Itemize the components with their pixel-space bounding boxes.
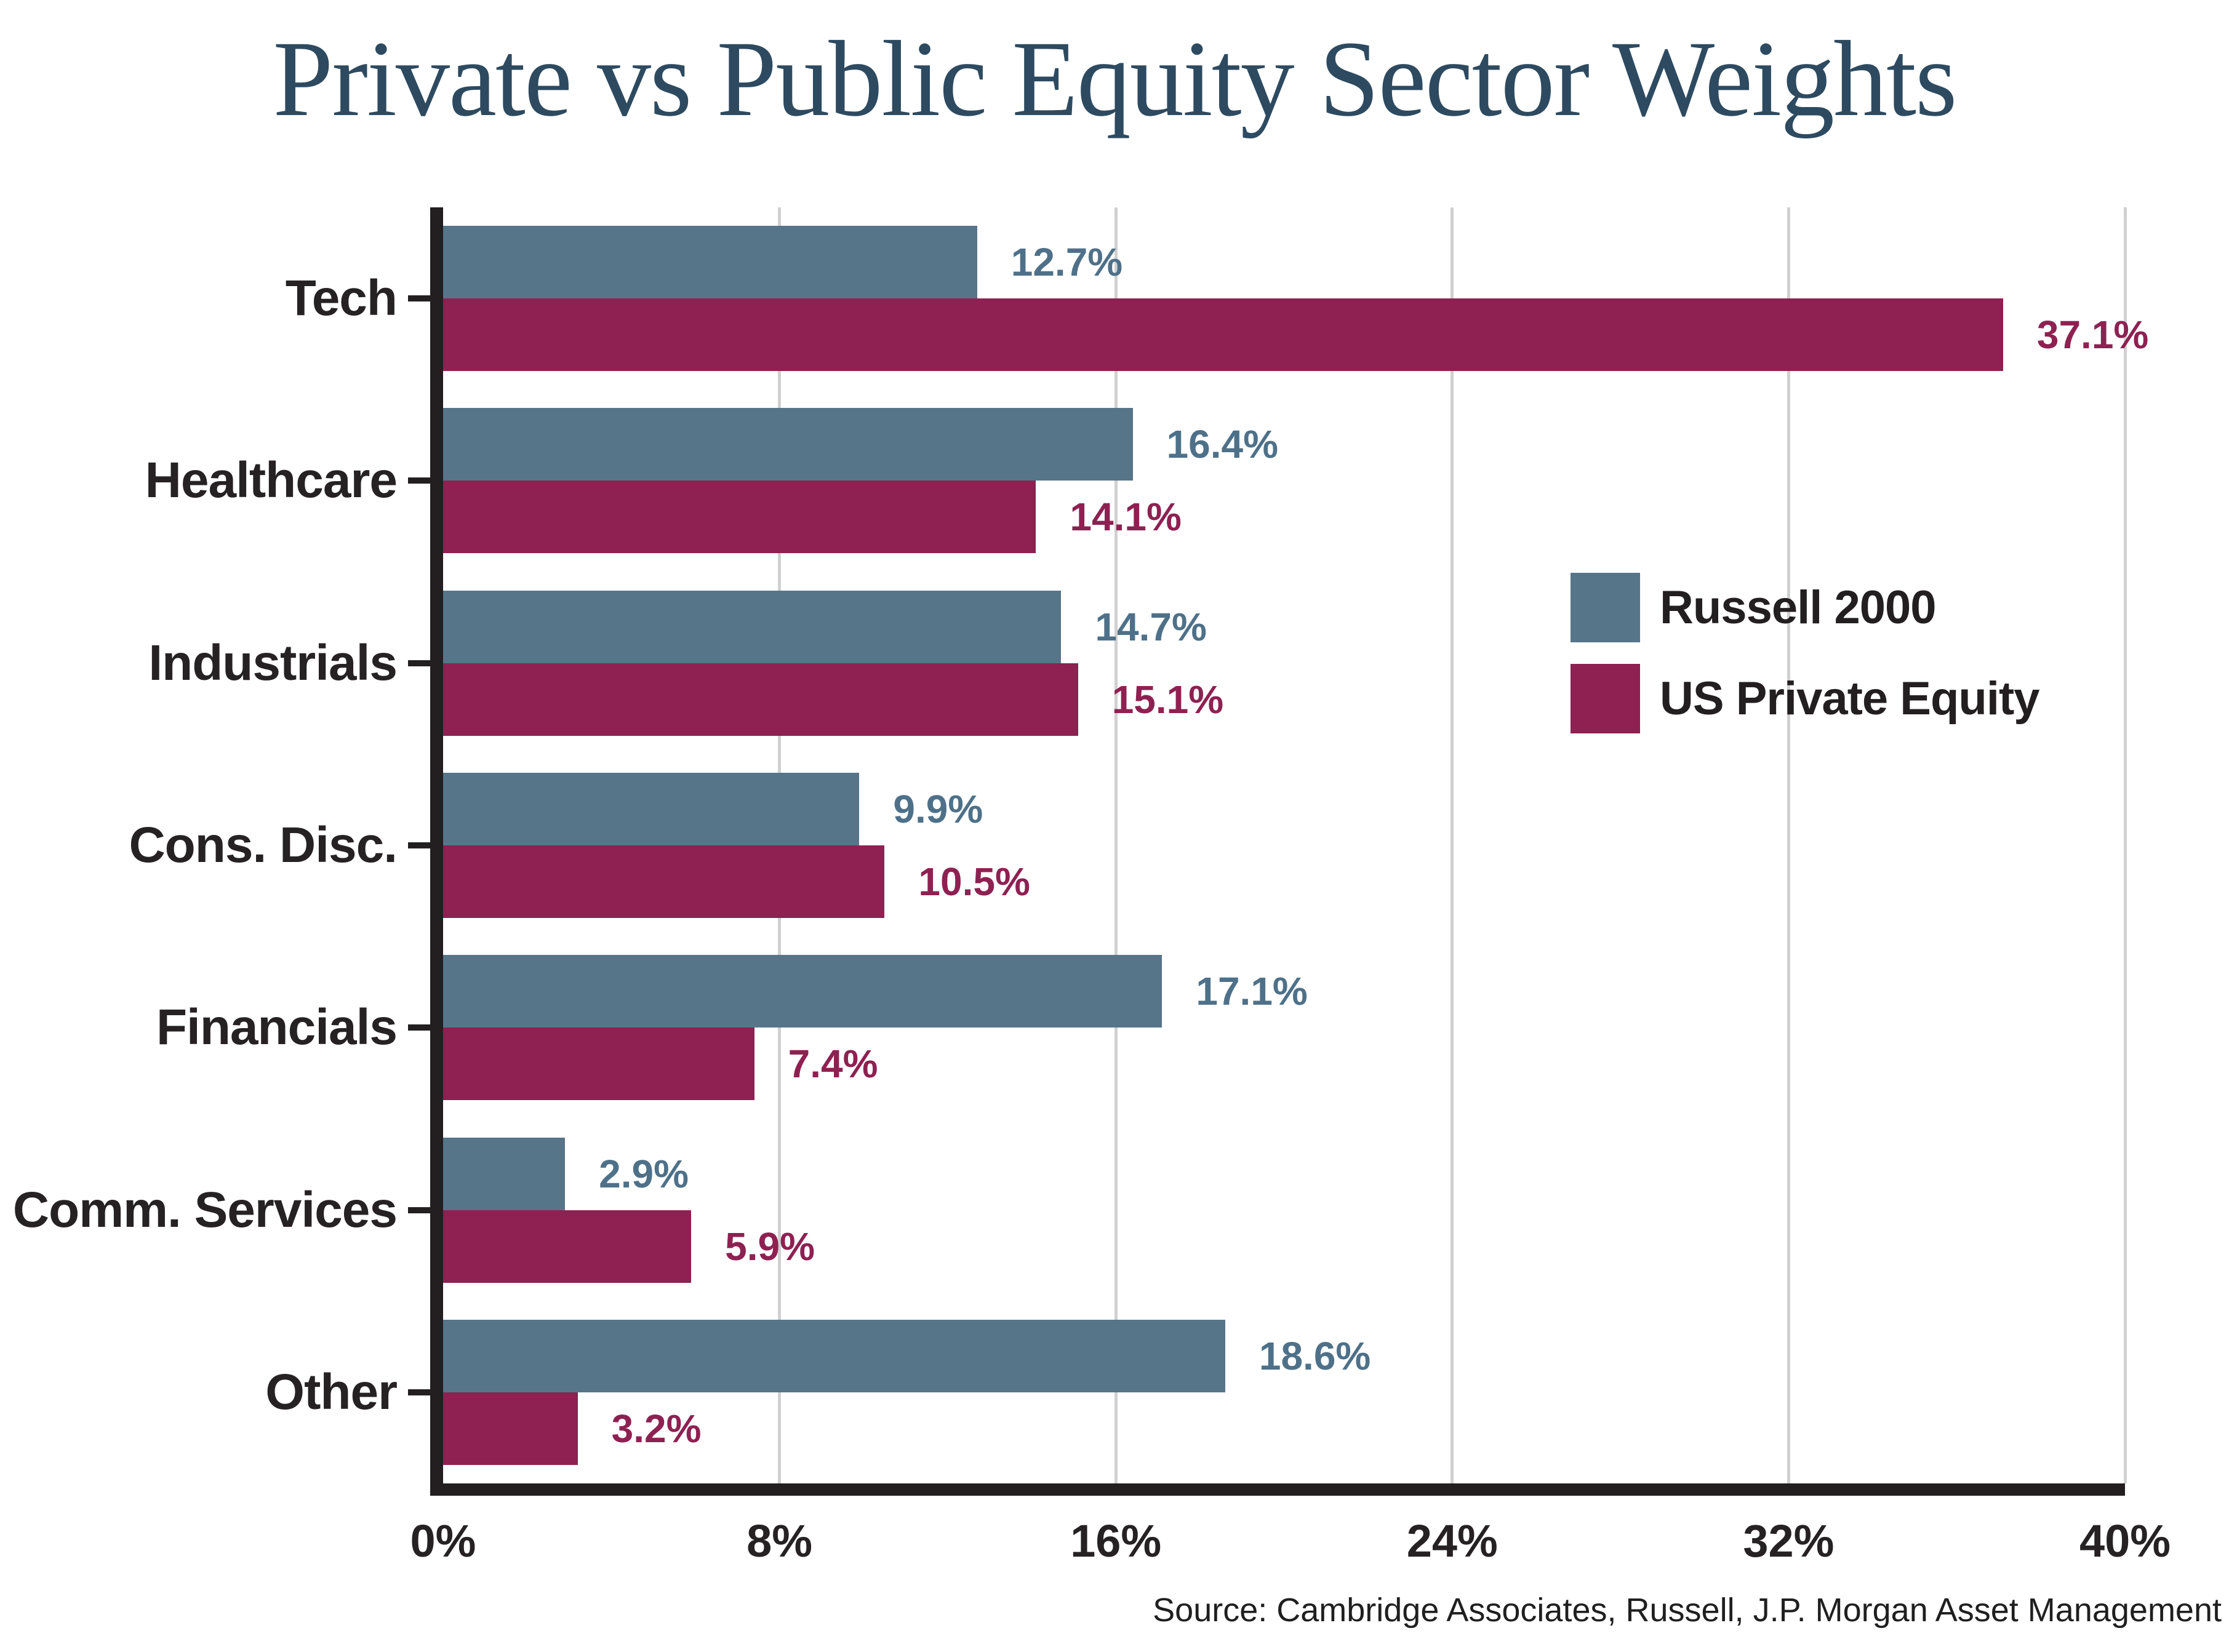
bar-us-private-equity: [443, 845, 885, 918]
x-axis-tick-label: 32%: [1743, 1515, 1835, 1566]
value-label: 5.9%: [725, 1224, 815, 1269]
category-label: Tech: [285, 270, 398, 327]
value-label: 14.1%: [1070, 495, 1182, 540]
x-axis-spine: [430, 1483, 2125, 1496]
category-label: Healthcare: [145, 452, 398, 509]
bar-us-private-equity: [443, 481, 1036, 554]
y-axis-tick: [408, 1207, 431, 1213]
legend-swatch-russell-2000: [1571, 573, 1640, 642]
value-label: 14.7%: [1095, 604, 1207, 649]
legend-label: Russell 2000: [1660, 581, 1937, 634]
source-attribution: Source: Cambridge Associates, Russell, J…: [1153, 1592, 2222, 1629]
legend-label: US Private Equity: [1660, 672, 2040, 725]
y-axis-tick: [408, 295, 431, 302]
x-axis-tick-label: 40%: [2079, 1515, 2171, 1566]
x-axis-tick-label: 16%: [1070, 1515, 1162, 1566]
chart-title: Private vs Public Equity Sector Weights: [273, 19, 1958, 139]
legend-entry-us-private-equity: US Private Equity: [1571, 664, 2040, 733]
category-label: Comm. Services: [12, 1181, 398, 1238]
value-label: 16.4%: [1166, 422, 1278, 467]
value-label: 18.6%: [1259, 1333, 1371, 1378]
y-axis-tick: [408, 1024, 431, 1031]
value-label: 2.9%: [599, 1151, 689, 1196]
legend-entry-russell-2000: Russell 2000: [1571, 573, 2039, 642]
bar-russell-2000: [443, 1137, 566, 1210]
category-label: Financials: [156, 999, 398, 1056]
category-label: Industrials: [148, 634, 398, 691]
x-axis-tick-label: 24%: [1406, 1515, 1498, 1566]
category-label: Other: [265, 1363, 398, 1420]
legend: Russell 2000 US Private Equity: [1571, 573, 2040, 733]
bar-russell-2000: [443, 773, 860, 845]
legend-swatch-us-private-equity: [1571, 664, 1640, 733]
gridline: [1787, 207, 1790, 1483]
value-label: 15.1%: [1111, 677, 1224, 722]
value-label: 17.1%: [1196, 969, 1308, 1014]
value-label: 10.5%: [918, 860, 1030, 904]
x-axis-tick-label: 8%: [746, 1515, 813, 1566]
bar-us-private-equity: [443, 1028, 754, 1101]
y-axis-tick: [408, 660, 431, 666]
value-label: 37.1%: [2036, 313, 2149, 357]
value-label: 3.2%: [611, 1406, 702, 1451]
x-axis-tick-label: 0%: [410, 1515, 476, 1566]
value-label: 7.4%: [788, 1042, 878, 1087]
bar-us-private-equity: [443, 1210, 692, 1283]
gridline: [1451, 207, 1454, 1483]
bar-us-private-equity: [443, 298, 2003, 372]
plot-area: [443, 207, 2127, 1483]
gridline: [1114, 207, 1118, 1483]
value-label: 12.7%: [1010, 240, 1123, 285]
value-label: 9.9%: [893, 787, 983, 831]
y-axis-tick: [408, 842, 431, 848]
bar-russell-2000: [443, 590, 1062, 663]
bar-us-private-equity: [443, 663, 1078, 736]
bar-us-private-equity: [443, 1392, 578, 1465]
y-axis-spine: [430, 207, 443, 1496]
bar-russell-2000: [443, 408, 1133, 481]
gridline: [2123, 207, 2127, 1483]
category-label: Cons. Disc.: [129, 817, 398, 873]
y-axis-tick: [408, 1389, 431, 1395]
y-axis-tick: [408, 477, 431, 484]
bar-russell-2000: [443, 955, 1163, 1028]
bar-russell-2000: [443, 1319, 1225, 1392]
bar-russell-2000: [443, 226, 977, 299]
